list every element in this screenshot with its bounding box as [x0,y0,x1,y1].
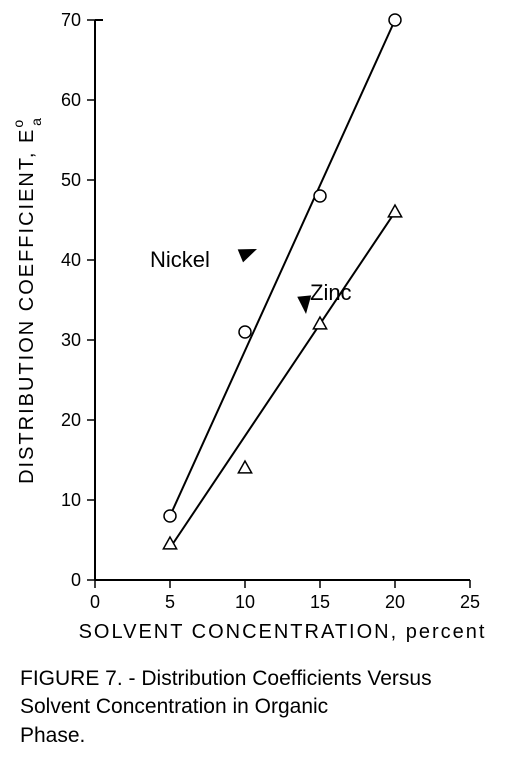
y-tick-label: 20 [61,410,81,430]
figure-caption: FIGURE 7. - Distribution Coefficients Ve… [20,665,498,750]
x-axis-label: SOLVENT CONCENTRATION, percent [79,621,487,643]
y-axis-label: DISTRIBUTION COEFFICIENT, Eoa [10,116,44,484]
x-tick-label: 20 [385,592,405,612]
marker-circle [239,326,251,338]
y-tick-label: 60 [61,90,81,110]
caption-prefix: FIGURE 7. - [20,667,141,690]
y-tick-label: 70 [61,10,81,30]
y-tick-label: 50 [61,170,81,190]
marker-circle [164,510,176,522]
x-tick-label: 25 [460,592,480,612]
x-tick-label: 10 [235,592,255,612]
caption-line-3: Phase. [20,724,85,747]
chart-svg: 0 5 10 15 20 25 0 10 20 30 40 50 60 70 SOLVENT CONCENT… [0,0,518,660]
marker-triangle [388,205,401,217]
x-tick-label: 5 [165,592,175,612]
y-tick-label: 30 [61,330,81,350]
y-tick-label: 10 [61,490,81,510]
marker-triangle [163,537,176,549]
x-tick-label: 15 [310,592,330,612]
caption-line-1: Distribution Coefficients Versus [141,667,431,690]
marker-circle [389,14,401,26]
marker-triangle [238,461,251,473]
marker-circle [314,190,326,202]
caption-line-2: Solvent Concentration in Organic [20,695,328,718]
y-tick-label: 40 [61,250,81,270]
chart-container: 0 5 10 15 20 25 0 10 20 30 40 50 60 70 SOLVENT CONCENT… [0,0,518,660]
y-tick-label: 0 [71,570,81,590]
annotation-arrow-icon [238,249,257,262]
x-tick-label: 0 [90,592,100,612]
annotation-zinc: Zinc [310,280,352,305]
annotation-nickel: Nickel [150,247,210,272]
